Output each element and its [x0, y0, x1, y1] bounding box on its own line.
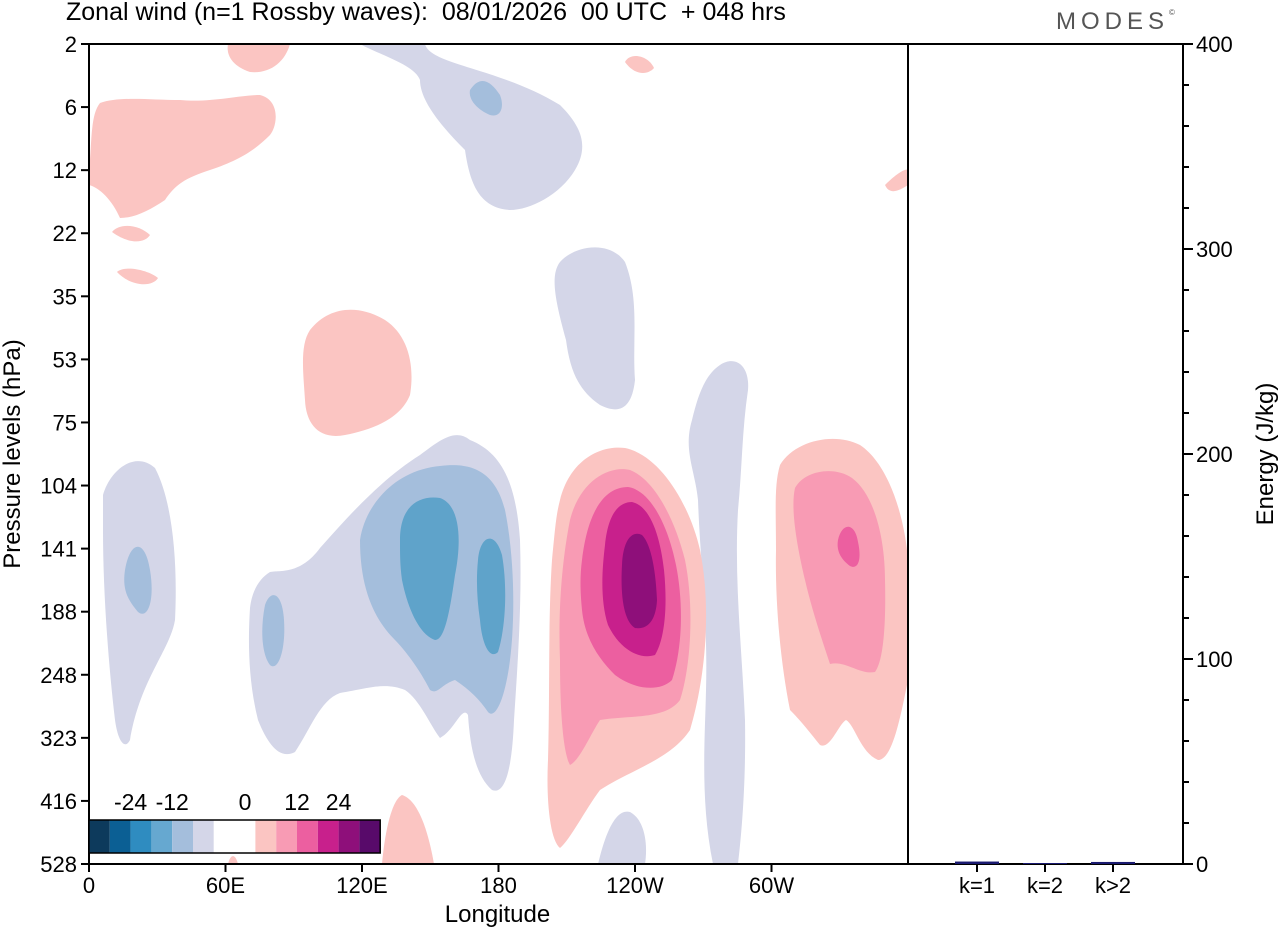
chart-title: Zonal wind (n=1 Rossby waves): 08/01/202…	[66, 0, 786, 26]
modes-logo: MODES©	[1056, 8, 1175, 36]
colorbar: -24 -12 0 12 24	[88, 789, 381, 854]
colorbar-cell	[213, 820, 235, 853]
logo-mark: ©	[1169, 8, 1175, 17]
colorbar-cell	[338, 820, 360, 853]
energy-tick-label: 300	[1196, 237, 1233, 262]
colorbar-cell	[255, 820, 277, 853]
x-tick-label: 0	[83, 873, 95, 898]
y-tick-label: 188	[40, 600, 77, 625]
colorbar-label: -12	[156, 789, 189, 815]
x-axis-title: Longitude	[445, 901, 550, 928]
contour-positive-weak	[112, 225, 150, 242]
contour-positive-core	[621, 533, 657, 629]
energy-bars: k=1 k=2 k>2	[955, 861, 1135, 898]
contour-field	[89, 44, 908, 864]
energy-category-label: k>2	[1095, 873, 1131, 898]
contour-positive-weak	[302, 309, 412, 436]
y-tick-label: 2	[65, 32, 77, 57]
colorbar-label: 24	[326, 789, 352, 815]
axes-group: 0 60E 120E 180 120W 60W Longitude 2 6 12 22 35 53 75 1…	[0, 32, 1279, 928]
contour-positive-weak	[885, 169, 908, 192]
colorbar-cell	[130, 820, 152, 853]
contour-negative-moderate	[262, 595, 285, 667]
x-tick-label: 60E	[206, 873, 245, 898]
contour-positive-strong	[837, 526, 860, 567]
x-tick-label: 120W	[606, 873, 664, 898]
colorbar-cell	[193, 820, 214, 853]
energy-tick-label: 200	[1196, 442, 1233, 467]
y-tick-label: 12	[53, 158, 77, 183]
x-tick-label: 180	[480, 873, 517, 898]
contour-negative-weak	[554, 247, 635, 410]
contour-negative-moderate	[124, 546, 152, 614]
x-tick-label: 60W	[749, 873, 794, 898]
energy-bar	[955, 861, 999, 864]
energy-category-label: k=1	[959, 873, 995, 898]
colorbar-cell	[234, 820, 256, 853]
y-tick-label: 141	[40, 537, 77, 562]
contour-positive-weak	[89, 95, 276, 218]
colorbar-cell	[89, 820, 110, 853]
contour-negative-weak	[598, 811, 647, 864]
contour-positive-weak	[382, 795, 434, 864]
colorbar-cell	[359, 820, 381, 853]
y-tick-label: 248	[40, 663, 77, 688]
contour-negative-weak	[360, 44, 583, 210]
colorbar-label: 12	[284, 789, 310, 815]
y-tick-label: 104	[40, 474, 77, 499]
colorbar-cell	[109, 820, 131, 853]
colorbar-cell	[276, 820, 297, 853]
contour-positive-weak	[625, 56, 654, 73]
colorbar-label: -24	[114, 789, 147, 815]
logo-text: MODES	[1056, 8, 1170, 35]
energy-axis-title: Energy (J/kg)	[1252, 383, 1279, 526]
energy-tick-label: 100	[1196, 647, 1233, 672]
contour-negative-strong	[476, 538, 506, 655]
y-tick-label: 416	[40, 789, 77, 814]
energy-bar	[1023, 863, 1067, 864]
colorbar-frame	[88, 819, 381, 854]
energy-tick-label: 400	[1196, 32, 1233, 57]
x-tick-label: 120E	[336, 873, 387, 898]
y-tick-label: 323	[40, 726, 77, 751]
contour-positive-weak	[117, 268, 158, 285]
energy-bar	[1091, 861, 1135, 864]
y-tick-label: 53	[53, 347, 77, 372]
y-tick-label: 528	[40, 852, 77, 877]
contour-negative-weak	[688, 361, 749, 864]
contour-negative-moderate	[469, 80, 502, 116]
contour-negative-strong	[400, 497, 459, 640]
contour-positive-weak	[227, 44, 290, 73]
colorbar-cell	[172, 820, 193, 853]
contour-positive-moderate	[793, 471, 886, 673]
energy-category-label: k=2	[1027, 873, 1063, 898]
energy-tick-label: 0	[1196, 852, 1208, 877]
colorbar-cell	[297, 820, 318, 853]
y-tick-label: 6	[65, 95, 77, 120]
contour-positive-weak	[228, 856, 238, 864]
y-tick-label: 75	[53, 410, 77, 435]
colorbar-label: 0	[239, 789, 252, 815]
colorbar-cell	[317, 820, 339, 853]
y-axis-title: Pressure levels (hPa)	[0, 339, 26, 568]
y-tick-label: 22	[53, 221, 77, 246]
colorbar-cell	[151, 820, 173, 853]
y-tick-label: 35	[53, 284, 77, 309]
